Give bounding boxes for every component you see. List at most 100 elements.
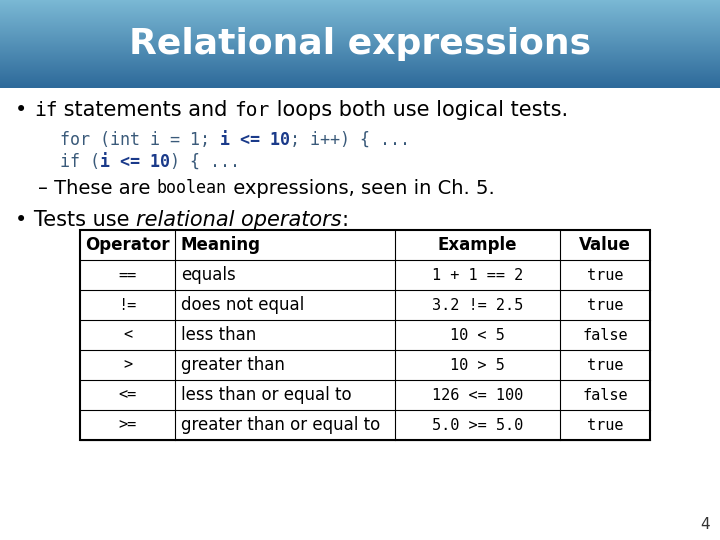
Bar [80, 230, 650, 260]
Text: relational operators: relational operators [136, 210, 342, 230]
Bar [0, 18, 720, 19]
Bar [0, 7, 720, 8]
Bar [0, 36, 720, 37]
Text: 10 < 5: 10 < 5 [450, 327, 505, 342]
Text: less than or equal to: less than or equal to [181, 386, 351, 404]
Text: true: true [587, 298, 624, 313]
Bar [0, 40, 720, 41]
Text: – These are: – These are [38, 179, 157, 198]
Bar [0, 6, 720, 7]
Bar [0, 76, 720, 77]
Bar [0, 12, 720, 13]
Bar [0, 38, 720, 39]
Text: greater than or equal to: greater than or equal to [181, 416, 380, 434]
Bar [0, 39, 720, 40]
Bar [80, 350, 650, 380]
Bar [80, 230, 650, 440]
Text: statements and: statements and [58, 100, 235, 120]
Bar [0, 28, 720, 29]
Text: true: true [587, 417, 624, 433]
Text: less than: less than [181, 326, 256, 344]
Bar [0, 74, 720, 75]
Text: >: > [123, 357, 132, 373]
Text: 10 > 5: 10 > 5 [450, 357, 505, 373]
Bar [0, 15, 720, 16]
Bar [0, 85, 720, 86]
Bar [0, 71, 720, 72]
Bar [0, 13, 720, 14]
Text: <=: <= [118, 388, 137, 402]
Text: 5.0 >= 5.0: 5.0 >= 5.0 [432, 417, 523, 433]
Text: true: true [587, 357, 624, 373]
Bar [0, 26, 720, 27]
Bar [0, 84, 720, 85]
Bar [0, 62, 720, 63]
Bar [0, 23, 720, 24]
Bar [0, 72, 720, 73]
Bar [0, 55, 720, 56]
Bar [80, 260, 650, 290]
Bar [0, 52, 720, 53]
Bar [0, 60, 720, 61]
Bar [0, 69, 720, 70]
Bar [0, 58, 720, 59]
Text: Meaning: Meaning [181, 236, 261, 254]
Text: ; i++) { ...: ; i++) { ... [290, 131, 410, 149]
Text: boolean: boolean [157, 179, 227, 197]
Text: • Tests use: • Tests use [15, 210, 136, 230]
Text: i <= 10: i <= 10 [220, 131, 290, 149]
Text: false: false [582, 388, 628, 402]
Bar [0, 59, 720, 60]
Bar [0, 57, 720, 58]
Bar [0, 29, 720, 30]
Text: :: : [342, 210, 348, 230]
Text: does not equal: does not equal [181, 296, 305, 314]
Bar [0, 20, 720, 21]
Text: 4: 4 [701, 517, 710, 532]
Text: i <= 10: i <= 10 [100, 153, 170, 171]
Bar [0, 19, 720, 20]
Bar [0, 51, 720, 52]
Bar [0, 68, 720, 69]
Bar [0, 54, 720, 55]
Bar [0, 11, 720, 12]
Text: Operator: Operator [85, 236, 170, 254]
Text: for (int i = 1;: for (int i = 1; [60, 131, 220, 149]
Bar [0, 83, 720, 84]
Text: loops both use logical tests.: loops both use logical tests. [269, 100, 568, 120]
Text: if: if [34, 100, 58, 119]
Bar [0, 10, 720, 11]
Text: 1 + 1 == 2: 1 + 1 == 2 [432, 267, 523, 282]
Text: <: < [123, 327, 132, 342]
Bar [0, 22, 720, 23]
Bar [0, 87, 720, 88]
Bar [0, 67, 720, 68]
Bar [0, 80, 720, 81]
Bar [0, 42, 720, 43]
Text: true: true [587, 267, 624, 282]
Bar [0, 30, 720, 31]
Bar [0, 4, 720, 5]
Text: 3.2 != 2.5: 3.2 != 2.5 [432, 298, 523, 313]
Bar [0, 27, 720, 28]
Bar [0, 45, 720, 46]
Text: greater than: greater than [181, 356, 285, 374]
Bar [0, 37, 720, 38]
Bar [0, 2, 720, 3]
Text: if (: if ( [60, 153, 100, 171]
Bar [0, 86, 720, 87]
Bar [80, 320, 650, 350]
Text: expressions, seen in Ch. 5.: expressions, seen in Ch. 5. [227, 179, 495, 198]
Bar [0, 49, 720, 50]
Text: ==: == [118, 267, 137, 282]
Bar [0, 16, 720, 17]
Bar [0, 79, 720, 80]
Bar [0, 25, 720, 26]
Text: 126 <= 100: 126 <= 100 [432, 388, 523, 402]
Text: Relational expressions: Relational expressions [129, 27, 591, 61]
Bar [0, 78, 720, 79]
Text: equals: equals [181, 266, 235, 284]
Bar [0, 31, 720, 32]
Bar [0, 64, 720, 65]
Bar [0, 88, 720, 540]
